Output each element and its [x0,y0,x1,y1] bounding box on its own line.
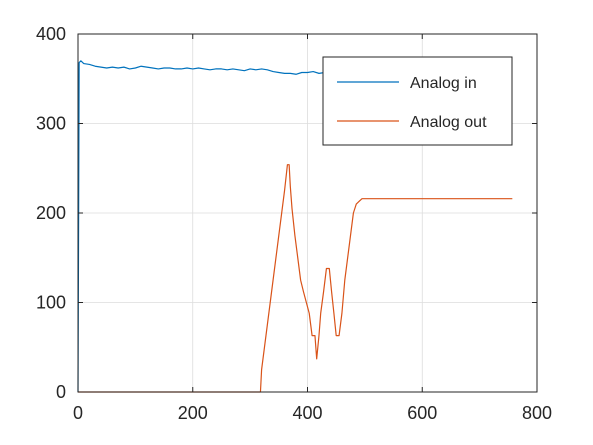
tick-layer: 0 200 400 600 800 0 100 200 300 400 [36,24,552,423]
legend-label: Analog out [410,114,487,131]
x-tick-label: 200 [178,403,208,423]
legend: Analog in Analog out [322,56,513,146]
x-tick-label: 0 [73,403,83,423]
y-tick-label: 100 [36,293,66,313]
y-tick-label: 0 [56,382,66,402]
x-tick-label: 600 [407,403,437,423]
series-line-analog-out [78,164,513,393]
legend-box [322,56,513,146]
x-tick-label: 400 [292,403,322,423]
y-tick-label: 400 [36,24,66,44]
y-tick-label: 300 [36,114,66,134]
y-tick-label: 200 [36,203,66,223]
legend-label: Analog in [410,75,477,92]
x-tick-label: 800 [522,403,552,423]
